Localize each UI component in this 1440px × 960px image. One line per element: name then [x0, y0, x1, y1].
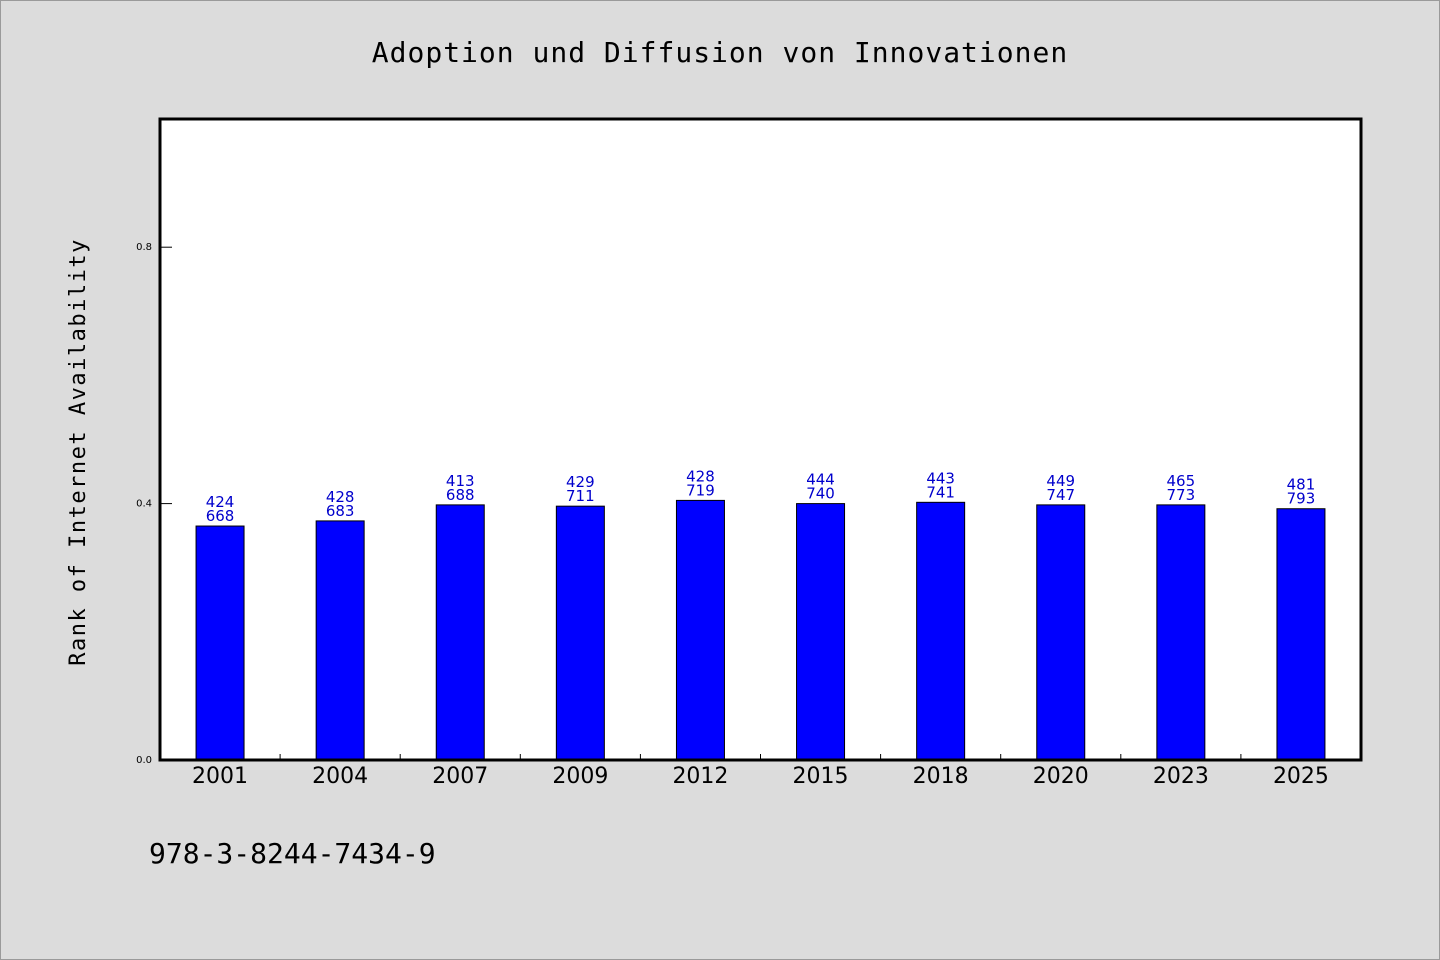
x-tick-label: 2001	[192, 764, 248, 789]
x-tick-label: 2012	[672, 764, 728, 789]
bar	[675, 499, 725, 761]
y-tick-label: 0.8	[136, 242, 152, 253]
bar	[796, 503, 846, 761]
data-label-top: 413	[446, 472, 475, 490]
data-label-top: 428	[686, 467, 715, 485]
data-label-bottom: 741	[926, 483, 955, 501]
bar	[315, 520, 365, 761]
data-label-top: 465	[1167, 472, 1196, 490]
data-label-bottom: 773	[1167, 486, 1196, 504]
data-label-bottom: 668	[206, 507, 235, 525]
data-label-top: 444	[806, 471, 835, 489]
x-tick-label: 2015	[793, 764, 849, 789]
data-label-bottom: 747	[1046, 486, 1075, 504]
data-label-bottom: 683	[326, 502, 355, 520]
x-tick-label: 2025	[1273, 764, 1329, 789]
labels-layer: 2001424668200442868320074136882009429711…	[192, 467, 1329, 789]
bar	[916, 501, 966, 761]
x-tick-label: 2018	[913, 764, 969, 789]
bar	[555, 505, 605, 761]
plot-frame	[158, 117, 1363, 762]
data-label-bottom: 688	[446, 486, 475, 504]
x-tick-label: 2020	[1033, 764, 1089, 789]
bars-layer	[195, 499, 1326, 761]
data-label-bottom: 711	[566, 487, 595, 505]
data-label-bottom: 719	[686, 481, 715, 499]
bar	[1156, 504, 1206, 761]
bar	[195, 525, 245, 761]
y-tick-label: 0.0	[136, 755, 152, 766]
x-tick-label: 2023	[1153, 764, 1209, 789]
data-label-top: 443	[926, 469, 955, 487]
data-label-top: 428	[326, 488, 355, 506]
x-tick-label: 2009	[552, 764, 608, 789]
bar	[435, 504, 485, 761]
data-label-bottom: 793	[1287, 490, 1316, 508]
x-tick-label: 2007	[432, 764, 488, 789]
bar	[1036, 504, 1086, 761]
isbn-footnote: 978-3-8244-7434-9	[149, 837, 436, 870]
data-label-top: 429	[566, 473, 595, 491]
data-label-top: 481	[1287, 476, 1316, 494]
chart-title: Adoption und Diffusion von Innovationen	[372, 36, 1068, 69]
y-tick-label: 0.4	[136, 499, 152, 510]
x-tick-label: 2004	[312, 764, 368, 789]
bar	[1276, 508, 1326, 761]
y-axis-label: Rank of Internet Availability	[66, 238, 91, 666]
data-label-top: 449	[1046, 472, 1075, 490]
data-label-bottom: 740	[806, 485, 835, 503]
data-label-top: 424	[206, 493, 235, 511]
